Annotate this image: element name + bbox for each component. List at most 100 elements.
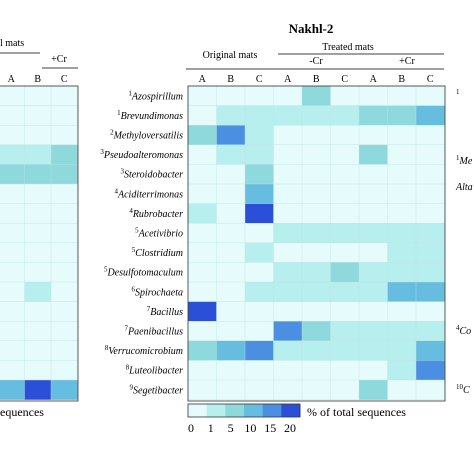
right-edge-label: 1 <box>456 88 460 96</box>
heatmap-cell <box>415 85 445 107</box>
heatmap-cell <box>415 301 445 322</box>
heatmap-cell <box>330 360 360 381</box>
heatmap-cell <box>415 124 445 146</box>
left-heatmap-cell <box>0 321 25 342</box>
left-column-label: B <box>34 74 41 85</box>
row-label: 8Verrucomicrobium <box>105 344 183 357</box>
heatmap-cell <box>330 144 360 165</box>
heatmap-cell <box>301 360 331 381</box>
heatmap-cell <box>358 340 388 361</box>
heatmap-cell <box>387 340 417 361</box>
row-label: 5Clostridium <box>132 246 183 259</box>
heatmap-cell <box>301 340 331 361</box>
heatmap-cell <box>387 105 417 126</box>
heatmap-cell <box>387 301 417 322</box>
left-heatmap-cell <box>0 262 25 283</box>
heatmap-cell <box>216 85 246 107</box>
heatmap-cell <box>187 321 217 342</box>
heatmap-cell <box>216 340 246 361</box>
heatmap-cell <box>187 242 217 263</box>
legend-tick-label: 15 <box>264 421 276 435</box>
plus-cr-header: +Cr <box>399 56 415 67</box>
heatmap-cell <box>216 242 246 263</box>
legend-tick-label: 20 <box>284 421 296 435</box>
heatmap-cell <box>415 281 445 303</box>
right-edge-labels: 1 1Me Alta 4Co 10C <box>455 88 473 396</box>
heatmap-cell <box>273 183 303 205</box>
heatmap-cell <box>330 242 360 263</box>
column-label-5: B <box>313 74 320 85</box>
left-heatmap-cell <box>24 340 52 361</box>
heatmap-cell <box>216 164 246 185</box>
left-heatmap-cell <box>24 379 52 401</box>
heatmap-cell <box>330 203 360 224</box>
heatmap-cell <box>301 379 331 401</box>
legend-tick-label: 10 <box>244 421 256 435</box>
left-heatmap-cell <box>0 124 25 146</box>
heatmap-cell <box>273 164 303 185</box>
right-edge-label: Alta <box>455 182 473 193</box>
legend-tick-labels: 0 1 5 10 15 20 <box>188 421 296 435</box>
right-edge-label: 1Me <box>456 154 473 167</box>
heatmap-cell <box>330 281 360 303</box>
heatmap-cell <box>301 85 331 107</box>
heatmap-cell <box>415 144 445 165</box>
heatmap-cell <box>415 379 445 401</box>
left-heatmap-cell <box>24 242 52 263</box>
left-heatmap-cell <box>24 105 52 126</box>
left-heatmap-cell <box>24 144 52 165</box>
heatmap-cell <box>330 262 360 283</box>
left-panel: l mats +Cr A B C equences <box>0 38 79 419</box>
heatmap-cell <box>301 183 331 205</box>
heatmap-cell <box>273 360 303 381</box>
heatmap-cell <box>244 281 274 303</box>
left-heatmap-cell <box>50 262 78 283</box>
left-heatmap-cell <box>24 360 52 381</box>
left-heatmap-cell <box>24 262 52 283</box>
heatmap-cell <box>273 105 303 126</box>
heatmap-cell <box>273 85 303 107</box>
left-heatmap-cell <box>0 144 25 165</box>
heatmap-cell <box>330 105 360 126</box>
heatmap-cell <box>387 262 417 283</box>
legend-swatch <box>188 404 207 417</box>
heatmap-cell <box>216 262 246 283</box>
legend-swatch <box>281 404 301 417</box>
heatmap-cell <box>187 281 217 303</box>
legend-tick-label: 0 <box>188 421 194 435</box>
heatmap-cell <box>244 203 274 224</box>
column-label-8: B <box>398 74 405 85</box>
left-heatmap-cell <box>24 222 52 244</box>
heatmap-cell <box>415 222 445 244</box>
heatmap-cell <box>330 164 360 185</box>
row-label: 4Rubrobacter <box>129 207 183 220</box>
heatmap-cell <box>244 144 274 165</box>
heatmap-cell <box>273 242 303 263</box>
heatmap-cell <box>273 340 303 361</box>
heatmap-cell <box>301 105 331 126</box>
heatmap-cell <box>330 321 360 342</box>
heatmap-cell <box>387 379 417 401</box>
heatmap-cell <box>244 105 274 126</box>
heatmap-cell <box>244 360 274 381</box>
heatmap-cell <box>273 124 303 146</box>
left-heatmap-cell <box>24 321 52 342</box>
heatmap-cell <box>387 183 417 205</box>
heatmap-cell <box>387 242 417 263</box>
heatmap-cell <box>273 301 303 322</box>
row-label: 1Brevundimonas <box>117 109 183 122</box>
row-label: 5Desulfotomaculum <box>104 266 183 279</box>
legend-tick-label: 1 <box>208 421 214 435</box>
left-heatmap-cells <box>0 85 78 401</box>
heatmap-cell <box>187 183 217 205</box>
row-label: 4Aciditerrimonas <box>115 187 184 200</box>
left-plus-cr-header: +Cr <box>51 54 67 65</box>
left-heatmap-cell <box>0 379 25 401</box>
row-label: 1Azospirillum <box>128 89 183 102</box>
heatmap-cell <box>415 321 445 342</box>
row-label: 2Methyloversatilis <box>110 129 183 142</box>
heatmap-cell <box>358 262 388 283</box>
row-label: 6Spirochaeta <box>132 285 183 298</box>
heatmap-cell <box>415 105 445 126</box>
